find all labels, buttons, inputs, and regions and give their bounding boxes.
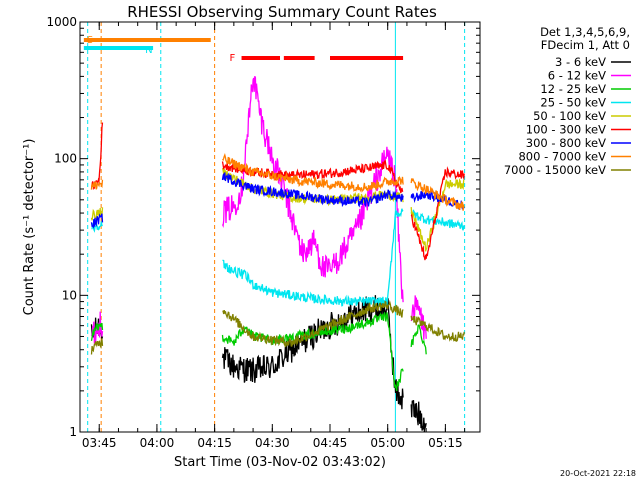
y-tick-label: 100 bbox=[54, 152, 77, 166]
x-tick-label: 05:15 bbox=[428, 436, 463, 450]
series-line bbox=[410, 399, 427, 433]
legend-label: 25 - 50 keV bbox=[540, 96, 606, 110]
x-tick-label: 05:00 bbox=[370, 436, 405, 450]
legend-label: 6 - 12 keV bbox=[548, 69, 606, 83]
legend-header: Det 1,3,4,5,6,9, bbox=[540, 25, 630, 39]
series-line bbox=[410, 166, 465, 261]
flag-label: N bbox=[145, 45, 152, 56]
legend-header: FDecim 1, Att 0 bbox=[541, 38, 630, 52]
series-line bbox=[90, 213, 104, 230]
series-line bbox=[90, 207, 104, 221]
series-line bbox=[410, 315, 465, 342]
series-line bbox=[222, 152, 404, 193]
flag-label: F bbox=[230, 53, 236, 64]
legend: Det 1,3,4,5,6,9,FDecim 1, Att 0 3 - 6 keV… bbox=[504, 25, 631, 177]
legend-label: 800 - 7000 keV bbox=[518, 150, 606, 164]
series-line bbox=[90, 338, 104, 355]
footer-date: 20-Oct-2021 22:18 bbox=[560, 469, 636, 478]
series-line bbox=[222, 299, 404, 348]
flag-label: S bbox=[87, 35, 93, 46]
series-layer bbox=[90, 75, 465, 433]
series-line bbox=[222, 208, 404, 308]
y-tick-label: 10 bbox=[62, 288, 77, 302]
legend-label: 3 - 6 keV bbox=[555, 55, 606, 69]
series-line bbox=[410, 209, 465, 231]
y-axis: 1 10 100 1000 bbox=[46, 15, 480, 439]
series-line bbox=[221, 172, 404, 208]
x-axis: 03:45 04:00 04:15 04:30 04:45 05:00 05:15 bbox=[79, 22, 466, 450]
plot-area bbox=[87, 22, 466, 432]
x-tick-label: 03:45 bbox=[82, 436, 117, 450]
series-line bbox=[90, 322, 104, 342]
legend-label: 100 - 300 keV bbox=[526, 123, 606, 137]
series-line bbox=[410, 295, 427, 340]
x-axis-label: Start Time (03-Nov-02 03:43:02) bbox=[174, 455, 386, 470]
series-line bbox=[410, 178, 465, 252]
chart-title: RHESSI Observing Summary Count Rates bbox=[127, 3, 437, 21]
plot-frame bbox=[79, 21, 481, 433]
series-line bbox=[410, 178, 465, 211]
series-line bbox=[410, 324, 427, 355]
x-tick-label: 04:30 bbox=[255, 436, 290, 450]
legend-label: 7000 - 15000 keV bbox=[504, 163, 606, 177]
y-tick-label: 1000 bbox=[46, 15, 77, 29]
legend-label: 300 - 800 keV bbox=[526, 136, 606, 150]
x-tick-label: 04:00 bbox=[140, 436, 175, 450]
flags-layer: S N F bbox=[83, 35, 404, 64]
series-line bbox=[90, 179, 104, 190]
x-tick-label: 04:45 bbox=[313, 436, 348, 450]
y-axis-label: Count Rate (s⁻¹ detector⁻¹) bbox=[22, 139, 37, 316]
legend-label: 12 - 25 keV bbox=[540, 82, 606, 96]
y-tick-label: 1 bbox=[69, 425, 77, 439]
legend-label: 50 - 100 keV bbox=[533, 109, 606, 123]
x-tick-label: 04:15 bbox=[197, 436, 232, 450]
